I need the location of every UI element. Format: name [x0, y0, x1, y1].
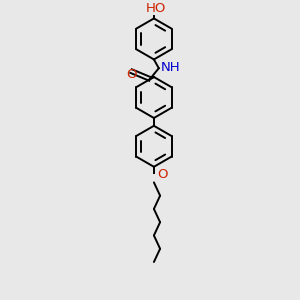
Text: HO: HO — [146, 2, 166, 14]
Text: O: O — [126, 68, 137, 81]
Text: NH: NH — [161, 61, 180, 74]
Text: O: O — [157, 168, 167, 181]
